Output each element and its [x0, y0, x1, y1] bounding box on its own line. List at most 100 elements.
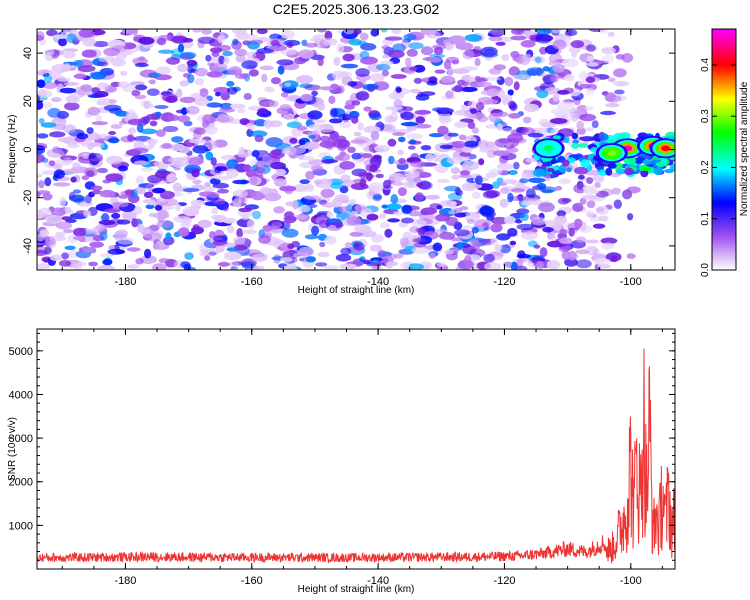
heatmap-cell	[315, 262, 328, 267]
heatmap-cell	[103, 104, 122, 112]
heatmap-cell	[492, 150, 510, 157]
heatmap-cell	[73, 73, 87, 80]
heatmap-cell	[162, 155, 173, 165]
heatmap-cell	[585, 127, 594, 132]
heatmap-cell	[571, 50, 578, 58]
heatmap-cell	[429, 56, 442, 63]
heatmap-cell	[461, 74, 473, 82]
heatmap-cell	[392, 43, 406, 53]
y-tick-label: 4000	[9, 389, 33, 401]
heatmap-cell	[405, 57, 412, 68]
heatmap-cell	[605, 252, 622, 262]
heatmap-cell	[499, 244, 511, 254]
heatmap-cell	[162, 125, 179, 133]
heatmap-cell	[339, 263, 358, 270]
snr-x-axis-label: Height of straight line (km)	[298, 584, 415, 595]
heatmap-cell	[48, 160, 56, 167]
heatmap-cell	[378, 213, 387, 219]
heatmap-cell	[391, 181, 404, 186]
heatmap-cell	[391, 29, 402, 35]
heatmap-cell	[173, 215, 189, 223]
colorbar-tick-label: 0.1	[700, 211, 711, 225]
heatmap-cell	[304, 141, 320, 150]
heatmap-cell	[525, 158, 536, 163]
y-tick-label: -40	[22, 238, 34, 254]
x-tick-label: -140	[367, 575, 389, 587]
heatmap-cell	[415, 116, 426, 124]
heatmap-cell	[232, 189, 248, 198]
heatmap-cell	[496, 123, 503, 131]
heatmap-cell	[131, 218, 139, 228]
heatmap-cell	[46, 29, 58, 37]
heatmap-cell	[204, 255, 211, 261]
heatmap-cell	[134, 62, 149, 68]
heatmap-cell	[598, 215, 609, 222]
heatmap-cell	[568, 227, 575, 237]
heatmap-cell	[81, 49, 97, 58]
heatmap-cell	[472, 191, 481, 199]
heatmap-cell	[607, 162, 617, 169]
heatmap-cell	[211, 207, 219, 215]
heatmap-cell	[461, 146, 473, 153]
heatmap-cell	[607, 31, 615, 37]
heatmap-cell	[464, 140, 479, 148]
heatmap-cell	[131, 89, 141, 97]
heatmap-cell	[99, 189, 116, 198]
heatmap-cell	[108, 99, 118, 104]
heatmap-cell	[180, 51, 197, 59]
heatmap-cell	[90, 185, 103, 191]
heatmap-cell	[236, 228, 244, 238]
heatmap-cell	[177, 64, 189, 73]
heatmap-cell	[264, 86, 275, 93]
heatmap-cell	[81, 246, 96, 253]
heatmap-cell	[232, 38, 239, 46]
heatmap-cell	[296, 75, 314, 84]
heatmap-cell	[206, 192, 220, 198]
heatmap-cell	[440, 75, 456, 84]
heatmap-cell	[226, 247, 239, 252]
heatmap-cell	[230, 266, 237, 270]
heatmap-cell	[206, 102, 223, 108]
heatmap-cell	[218, 261, 230, 267]
heatmap-cell	[83, 90, 93, 96]
heatmap-cell	[542, 66, 550, 72]
heatmap-cell	[447, 132, 459, 137]
heatmap-cell	[557, 197, 570, 205]
heatmap-cell	[108, 245, 116, 251]
heatmap-cell	[182, 206, 200, 217]
heatmap-cell	[165, 232, 172, 240]
heatmap-cell	[37, 79, 46, 88]
heatmap-cell	[558, 178, 571, 185]
heatmap-cell	[409, 160, 427, 168]
heatmap-cell	[97, 82, 109, 90]
heatmap-cell	[382, 69, 389, 77]
heatmap-x-ticks: -180 -160 -140 -120 -100	[61, 29, 663, 288]
heatmap-cell	[438, 232, 456, 240]
heatmap-cell	[580, 159, 591, 168]
heatmap-cell	[516, 253, 531, 259]
heatmap-cell	[536, 182, 547, 190]
heatmap-cell	[178, 146, 191, 154]
heatmap-cell	[353, 242, 365, 251]
heatmap-cell	[507, 227, 518, 237]
heatmap-cell	[516, 55, 524, 65]
heatmap-cell	[245, 51, 257, 58]
heatmap-cell	[381, 204, 389, 209]
heatmap-cell	[626, 253, 636, 259]
heatmap-cell	[311, 225, 320, 236]
heatmap-cell	[86, 127, 94, 134]
heatmap-cell	[49, 235, 67, 242]
heatmap-cell	[167, 157, 185, 163]
heatmap-cell	[107, 248, 125, 255]
heatmap-cell	[84, 194, 92, 204]
heatmap-cell	[576, 249, 593, 255]
heatmap-cell	[86, 170, 95, 178]
heatmap-cell	[496, 163, 514, 170]
heatmap-cell	[43, 74, 53, 84]
heatmap-cell	[72, 59, 84, 68]
heatmap-cell	[370, 73, 385, 83]
heatmap-cell	[253, 119, 267, 127]
heatmap-cell	[307, 110, 323, 120]
heatmap-cell	[235, 72, 250, 80]
heatmap-cell	[626, 186, 641, 194]
